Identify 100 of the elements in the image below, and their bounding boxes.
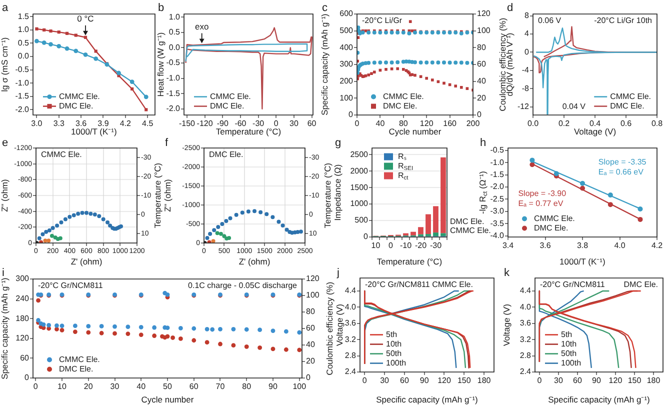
x-tick-label: 0.8	[651, 119, 664, 128]
y2-tick-label: 0	[477, 110, 482, 120]
chart-title: c	[322, 2, 328, 14]
x-tick-label: 40	[376, 119, 386, 128]
annotation: -20°C Gr/NCM811	[540, 280, 606, 290]
y2-tick-label: 120	[477, 9, 491, 18]
x-tick-label: -150	[178, 119, 196, 128]
annotation: exo	[194, 22, 209, 32]
x-tick-label: 120	[420, 119, 434, 128]
y-tick-label: 1500	[350, 182, 369, 192]
chart-title: j	[336, 267, 340, 280]
x-axis-title: Z' (ohm)	[70, 256, 102, 266]
legend-label: CMMC Ele.	[59, 92, 100, 101]
category-label: CMMC Ele.	[450, 226, 491, 236]
y-tick-label: 200	[340, 76, 354, 86]
y-tick-label: -8	[522, 84, 530, 93]
x-axis-title: Z' (ohm)	[238, 256, 270, 266]
y-tick-label: 100	[340, 93, 354, 102]
annotation: 0 °C	[77, 14, 94, 24]
legend-label: CMMC Ele.	[610, 92, 651, 101]
x-tick-label: 150	[628, 376, 642, 386]
x-tick-label: 3.6	[76, 119, 88, 128]
x-axis-title: Temperature (°C)	[376, 256, 442, 266]
y-tick-label: -1.0	[490, 158, 505, 167]
y-tick-label: 0.5	[168, 28, 181, 37]
x-tick-label: 200	[466, 119, 480, 128]
x-tick-label: -30	[430, 241, 442, 250]
x-tick-label: 30	[110, 382, 120, 392]
y-tick-label: 2.8	[520, 350, 532, 360]
y-tick-label: 300	[16, 274, 30, 284]
x-tick-label: 3.4	[502, 241, 514, 250]
x-tick-label: -10	[400, 241, 412, 250]
x-tick-label: 4.2	[120, 119, 132, 128]
y-axis-title: Voltage (V)	[334, 304, 344, 346]
y-axis-title: lg σ (mS cm⁻¹)	[0, 37, 10, 92]
y-tick-label: 3.2	[344, 334, 357, 344]
x-tick-label: 180	[646, 376, 661, 386]
y-tick-label: 2.4	[520, 367, 532, 376]
x-tick-label: 30	[290, 119, 299, 128]
y2-axis-title: Temperature (°C)	[322, 162, 332, 228]
chart-title: b	[158, 2, 164, 14]
y-tick-label: 4.0	[344, 302, 357, 312]
y2-tick-label: 40	[477, 76, 486, 86]
x-tick-label: 0.6	[620, 119, 632, 128]
y2-tick-label: 80	[477, 42, 486, 52]
chart-title: g	[335, 137, 342, 150]
y-tick-label: 8	[524, 11, 530, 20]
legend-label: DMC Ele.	[210, 101, 244, 110]
x-tick-label: 180	[477, 376, 492, 386]
annotation: 0.06 V	[538, 16, 562, 26]
x-tick-label: 0	[537, 376, 542, 386]
y-tick-label: -1.0	[166, 73, 181, 82]
x-tick-label: -120	[196, 119, 214, 128]
y2-tick-label: 120	[306, 274, 320, 284]
series-label: Slope = -3.35 Eₐ = 0.66 eV	[598, 157, 647, 176]
y-tick-label: 120	[16, 334, 30, 343]
legend-label: CMMC Ele.	[59, 354, 100, 364]
x-tick-label: 20	[84, 382, 94, 392]
legend-label: 100th	[561, 358, 582, 368]
y2-axis-title: Coulombic efficiency (%)	[497, 18, 508, 112]
legend-label: 50th	[561, 348, 577, 358]
x-tick-label: 60	[307, 119, 317, 128]
x-axis-title: 1000/T (K⁻¹)	[560, 256, 606, 266]
y-tick-label: -1.5	[166, 88, 181, 98]
x-tick-label: 4.0	[614, 241, 626, 250]
chart-title: a	[2, 2, 9, 14]
x-tick-label: 100	[292, 382, 307, 392]
y-tick-label: 0.5	[18, 38, 30, 48]
x-tick-label: 160	[443, 119, 458, 128]
x-tick-label: -90	[216, 119, 229, 128]
y-tick-label: 1000	[350, 199, 369, 208]
x-tick-label: 3.9	[98, 119, 110, 128]
y-tick-label: 180	[16, 314, 30, 323]
x-tick-label: 90	[268, 382, 278, 392]
x-tick-label: -20	[414, 241, 428, 250]
legend-label: DMC Ele.	[59, 364, 94, 374]
chart-title: h	[480, 137, 486, 150]
annotation: -20°C Gr/NCM811 CMMC Ele.	[365, 280, 473, 290]
y-axis-title: Specific capacity (mAh g⁻¹)	[319, 13, 330, 116]
y-tick-label: 0.0	[18, 52, 30, 61]
y-tick-label: 0	[348, 110, 354, 120]
x-tick-label: 30	[554, 376, 564, 386]
x-axis-title: Cycle number	[388, 126, 442, 136]
y-tick-label: 4.4	[344, 286, 357, 296]
y-tick-label: -1.5	[490, 170, 505, 180]
y-tick-label: 500	[340, 26, 354, 36]
x-tick-label: -30	[252, 119, 265, 128]
legend-label: CMMC Ele.	[534, 214, 575, 223]
x-axis-title: Specific capacity (mAh g⁻¹)	[548, 394, 650, 404]
x-tick-label: 4.5	[142, 119, 154, 128]
x-tick-label: 90	[420, 376, 430, 386]
chart-title: k	[504, 267, 510, 280]
y-axis-title: Impedance (Ω)	[332, 164, 342, 221]
y-axis-title: Heat flow (W g⁻¹)	[155, 32, 166, 97]
y-tick-label: 3.6	[344, 318, 357, 328]
y2-axis-title: Coulombic efficiency (%)	[324, 282, 334, 376]
legend-label: 5th	[386, 330, 398, 339]
y-tick-label: 4.4	[520, 286, 532, 296]
y-tick-label: 0	[364, 232, 369, 242]
y-tick-label: -0.5	[166, 58, 181, 68]
